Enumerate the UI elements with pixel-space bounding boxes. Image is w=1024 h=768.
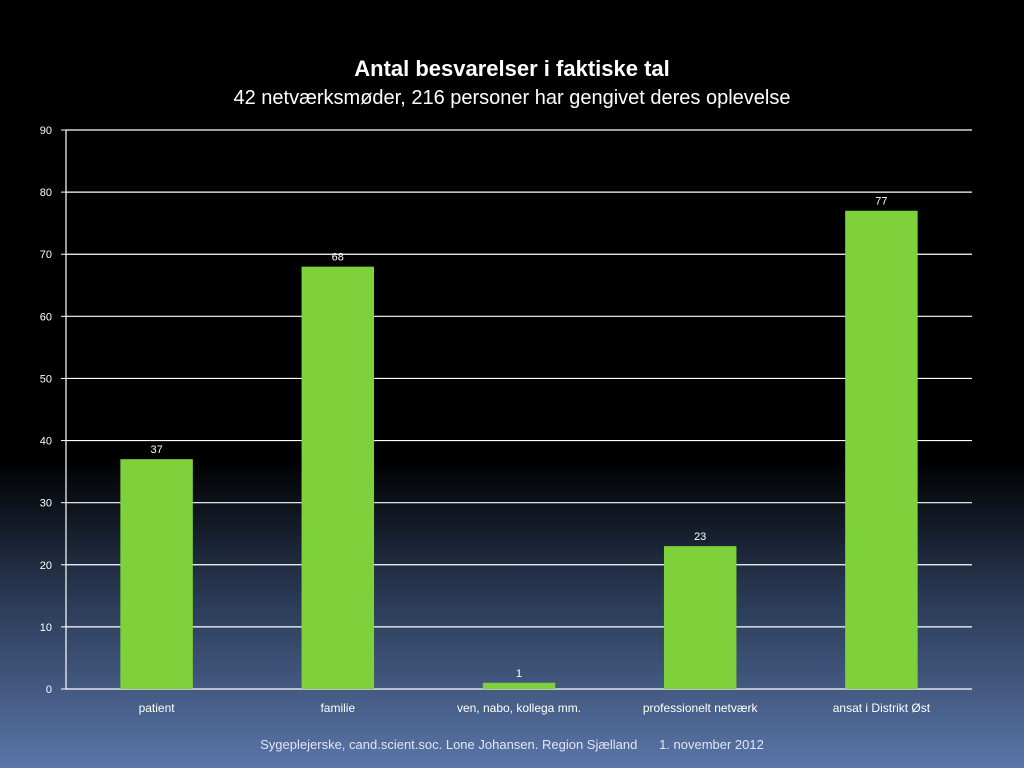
bar [482,682,556,689]
slide-footer: Sygeplejerske, cand.scient.soc. Lone Joh… [0,737,1024,752]
y-tick-label: 80 [40,187,52,199]
y-tick-label: 70 [40,249,52,261]
bar [845,210,918,689]
y-tick-label: 10 [40,622,52,634]
y-tick-label: 50 [40,373,52,385]
y-tick-label: 90 [40,125,52,137]
x-tick-label: familie [320,701,355,715]
y-tick-label: 20 [40,560,52,572]
y-tick-label: 40 [40,436,52,448]
footer-date: 1. november 2012 [659,737,764,752]
data-label: 68 [332,252,344,264]
x-tick-label: patient [139,701,176,715]
footer-author: Sygeplejerske, cand.scient.soc. Lone Joh… [260,737,638,752]
x-tick-label: ansat i Distrikt Øst [833,701,931,715]
bar [301,266,375,689]
bar [120,459,193,689]
data-label: 37 [150,444,162,456]
y-tick-label: 60 [40,311,52,323]
y-tick-label: 0 [46,684,52,696]
x-tick-label: ven, nabo, kollega mm. [457,701,581,715]
chart-subtitle: 42 netværksmøder, 216 personer har gengi… [233,87,791,109]
x-tick-label: professionelt netværk [643,701,759,715]
data-label: 1 [516,668,522,680]
chart-title: Antal besvarelser i faktiske tal [354,56,670,81]
data-label: 23 [694,531,706,543]
bar [663,546,737,689]
data-label: 77 [875,196,887,208]
y-tick-label: 30 [40,498,52,510]
